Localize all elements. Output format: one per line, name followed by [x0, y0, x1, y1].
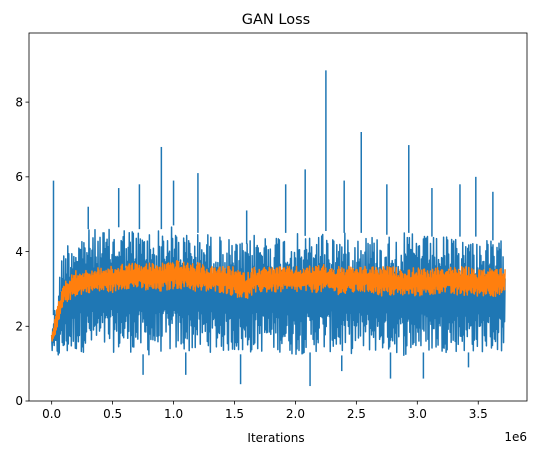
- x-tick-label: 3.0: [408, 407, 427, 421]
- x-axis-label: Iterations: [247, 431, 304, 445]
- x-axis: 0.0 0.5 1.0 1.5 2.0 2.5 3.0 3.5: [42, 401, 488, 421]
- chart-title: GAN Loss: [242, 12, 310, 28]
- x-tick-label: 1.5: [225, 407, 244, 421]
- series-blue: [50, 70, 506, 387]
- y-tick-label: 6: [15, 170, 23, 184]
- x-tick-label: 0.0: [42, 407, 61, 421]
- y-tick-label: 2: [15, 319, 23, 333]
- series-line: [50, 226, 506, 357]
- x-axis-offset-label: 1e6: [504, 430, 527, 444]
- y-tick-label: 8: [15, 95, 23, 109]
- series-orange: [50, 260, 506, 342]
- x-tick-label: 2.0: [286, 407, 305, 421]
- x-tick-label: 0.5: [103, 407, 122, 421]
- x-tick-label: 3.5: [469, 407, 488, 421]
- y-tick-label: 4: [15, 245, 23, 259]
- plot-area: [50, 70, 506, 387]
- series-line: [50, 260, 506, 342]
- axes-frame: [28, 32, 528, 402]
- x-tick-label: 1.0: [164, 407, 183, 421]
- y-axis: 0 2 4 6 8: [15, 95, 29, 408]
- y-tick-label: 0: [15, 394, 23, 408]
- x-tick-label: 2.5: [347, 407, 366, 421]
